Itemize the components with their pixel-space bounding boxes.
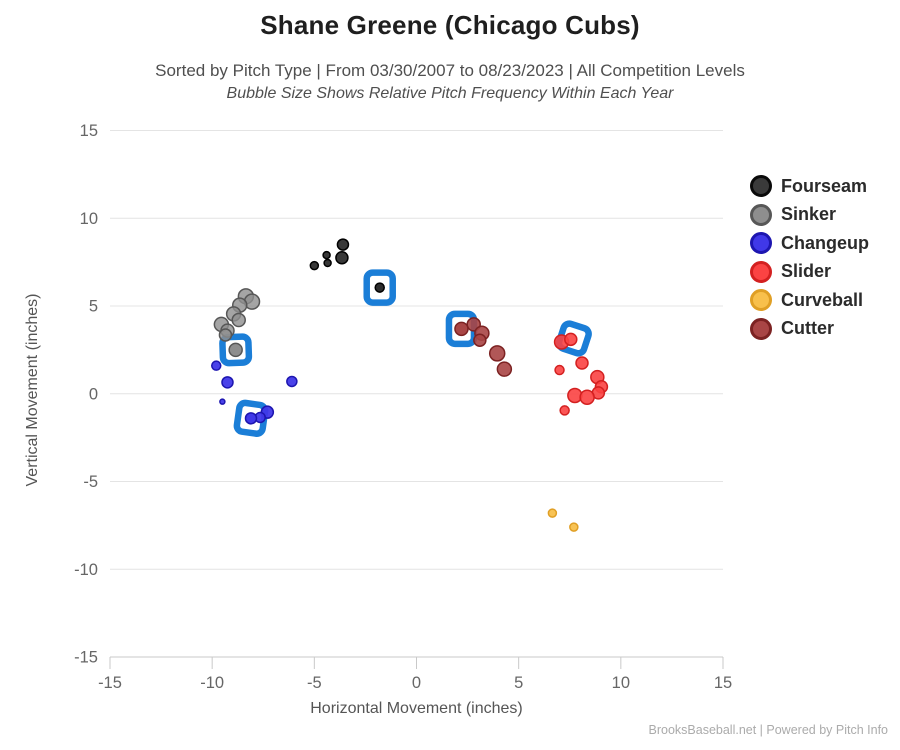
x-tick-label: 0 bbox=[412, 674, 421, 692]
point-fourseam bbox=[335, 250, 349, 265]
chart-subtitle-note: Bubble Size Shows Relative Pitch Frequen… bbox=[226, 85, 674, 102]
y-tick-label: 15 bbox=[80, 122, 98, 140]
point-fourseam bbox=[309, 260, 320, 271]
point-cutter bbox=[496, 361, 513, 377]
legend-marker-changeup-icon bbox=[750, 232, 772, 255]
y-tick-label: -5 bbox=[83, 473, 98, 491]
legend: Fourseam Sinker Changeup Slider Curveball Cut… bbox=[750, 172, 869, 343]
point-changeup bbox=[221, 376, 234, 389]
point-sinker bbox=[218, 328, 233, 342]
x-axis-title: Horizontal Movement (inches) bbox=[310, 700, 523, 717]
point-slider bbox=[554, 364, 565, 376]
legend-marker-slider-icon bbox=[750, 260, 772, 283]
chart-subtitle: Sorted by Pitch Type | From 03/30/2007 t… bbox=[155, 61, 745, 80]
legend-marker-cutter-icon bbox=[750, 317, 772, 340]
legend-label: Slider bbox=[781, 261, 832, 282]
legend-item-slider: Slider bbox=[750, 258, 869, 287]
highlight-dot-cutter bbox=[454, 321, 469, 337]
legend-label: Fourseam bbox=[781, 175, 868, 196]
highlight-dot-fourseam bbox=[374, 282, 385, 293]
y-tick-label: 10 bbox=[80, 210, 98, 228]
point-slider bbox=[579, 389, 595, 406]
y-tick-label: -15 bbox=[74, 649, 98, 667]
legend-item-fourseam: Fourseam bbox=[750, 172, 869, 201]
y-tick-label: -10 bbox=[74, 561, 98, 579]
legend-label: Cutter bbox=[781, 318, 834, 339]
point-changeup bbox=[286, 375, 298, 388]
point-cutter bbox=[488, 345, 506, 362]
legend-marker-fourseam-icon bbox=[750, 175, 772, 198]
y-tick-label: 5 bbox=[89, 298, 98, 316]
highlight-dot-sinker bbox=[228, 342, 243, 358]
point-curveball bbox=[569, 522, 579, 532]
x-tick-label: -5 bbox=[307, 674, 322, 692]
legend-label: Curveball bbox=[781, 289, 864, 310]
y-axis-title: Vertical Movement (inches) bbox=[24, 293, 41, 487]
legend-label: Sinker bbox=[781, 204, 837, 225]
legend-marker-sinker-icon bbox=[750, 203, 772, 226]
legend-label: Changeup bbox=[781, 232, 869, 253]
x-tick-label: 5 bbox=[514, 674, 523, 692]
x-tick-label: -15 bbox=[98, 674, 122, 692]
legend-item-cutter: Cutter bbox=[750, 315, 869, 344]
x-tick-label: 10 bbox=[612, 674, 630, 692]
point-sinker bbox=[231, 312, 246, 328]
x-tick-label: -10 bbox=[200, 674, 224, 692]
point-curveball bbox=[547, 508, 558, 518]
legend-item-sinker: Sinker bbox=[750, 201, 869, 230]
point-changeup bbox=[211, 360, 222, 371]
credit-text: BrooksBaseball.net | Powered by Pitch In… bbox=[648, 723, 889, 737]
legend-item-curveball: Curveball bbox=[750, 286, 869, 315]
point-slider bbox=[575, 356, 589, 370]
legend-item-changeup: Changeup bbox=[750, 229, 869, 258]
x-tick-label: 15 bbox=[714, 674, 732, 692]
point-fourseam bbox=[322, 250, 331, 260]
point-slider bbox=[559, 405, 570, 416]
legend-marker-curveball-icon bbox=[750, 289, 772, 312]
y-tick-label: 0 bbox=[89, 385, 98, 403]
point-fourseam bbox=[336, 238, 350, 251]
point-slider bbox=[564, 332, 578, 347]
point-changeup bbox=[219, 398, 226, 405]
point-cutter bbox=[473, 333, 487, 347]
chart-title: Shane Greene (Chicago Cubs) bbox=[260, 10, 640, 40]
point-fourseam bbox=[323, 258, 332, 268]
highlight-dot-changeup bbox=[244, 412, 258, 425]
